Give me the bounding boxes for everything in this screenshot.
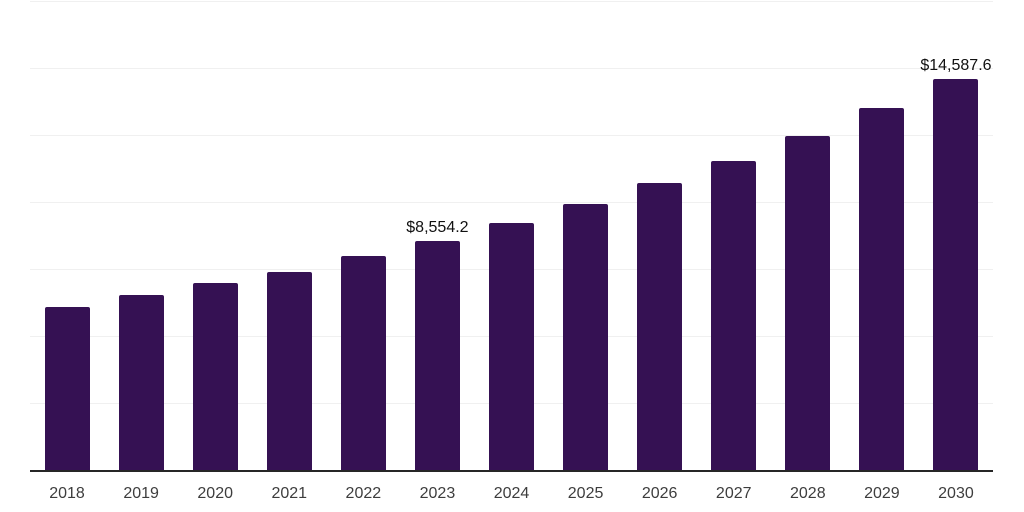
bar-2020 [192,283,238,471]
bar-2028 [785,135,831,471]
x-tick-label-2026: 2026 [641,485,678,502]
x-tick-label-2019: 2019 [123,485,159,502]
x-tick-label-2023: 2023 [419,485,456,502]
bar-2021 [266,271,312,471]
x-axis-line [30,470,993,472]
bar-2022 [340,256,386,471]
bar-2029 [859,108,905,471]
gridline-12500 [30,134,993,136]
x-tick-label-2024: 2024 [493,485,530,502]
bar-2018 [44,307,90,471]
x-tick-label-2018: 2018 [49,485,85,502]
data-label-2030: $14,587.6 [920,57,992,75]
x-tick-label-2030: 2030 [938,485,974,502]
x-tick-label-2029: 2029 [864,485,900,502]
x-tick-label-2021: 2021 [271,485,308,502]
bar-2026 [637,183,683,471]
x-tick-label-2022: 2022 [345,485,382,502]
bar-2027 [711,161,757,471]
x-tick-label-2027: 2027 [715,485,752,502]
x-tick-label-2020: 2020 [197,485,233,502]
bar-2019 [118,295,164,471]
x-tick-label-2025: 2025 [567,485,604,502]
x-tick-label-2028: 2028 [790,485,826,502]
bar-2024 [489,222,534,471]
gridline-10000 [30,201,993,203]
bar-2023 [414,241,460,471]
data-label-2023: $8,554.2 [406,219,469,237]
bar-2025 [563,204,609,471]
bar-2030 [933,79,979,471]
gridline-15000 [30,67,993,69]
gridline-17500 [30,0,993,2]
